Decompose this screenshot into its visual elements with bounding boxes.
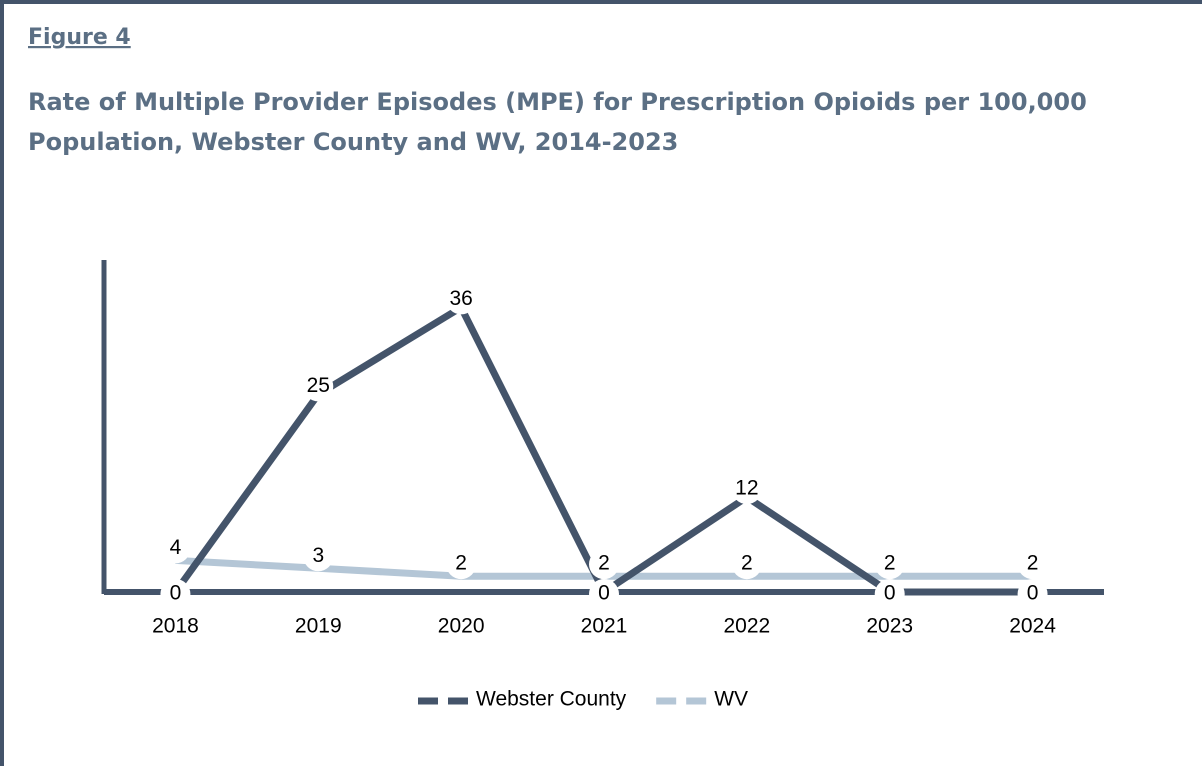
chart-title: Rate of Multiple Provider Episodes (MPE)… [28, 88, 1087, 116]
data-label-bg [303, 541, 334, 572]
data-label-bg [1017, 549, 1048, 580]
data-label: 12 [735, 477, 758, 500]
data-label: 0 [884, 582, 896, 605]
x-tick-label: 2018 [152, 615, 199, 638]
data-label-bg [446, 549, 477, 580]
data-label: 36 [449, 287, 472, 310]
data-label: 3 [312, 544, 324, 567]
data-label: 0 [170, 582, 182, 605]
x-tick-label: 2022 [723, 615, 770, 638]
data-label: 0 [598, 582, 610, 605]
data-label-bg [589, 579, 619, 609]
data-label-bg [1017, 579, 1048, 609]
x-tick-label: 2021 [581, 615, 628, 638]
data-label-bg [446, 284, 477, 315]
data-label: 2 [884, 552, 896, 575]
x-tick-label: 2024 [1009, 615, 1056, 638]
chart-title: Population, Webster County and WV, 2014-… [28, 128, 678, 156]
data-label: 25 [307, 374, 330, 397]
data-label-bg [874, 549, 905, 580]
data-label-bg [303, 371, 334, 402]
data-label-bg [160, 533, 191, 564]
data-label: 2 [455, 552, 467, 575]
x-tick-label: 2019 [295, 615, 342, 638]
data-label-bg [160, 579, 191, 609]
data-label: 2 [741, 552, 753, 575]
x-tick-label: 2020 [438, 615, 485, 638]
data-label: 2 [1027, 552, 1039, 575]
data-label-bg [731, 474, 762, 505]
legend-label: Webster County [476, 688, 627, 711]
data-label-bg [731, 549, 762, 580]
data-label-bg [589, 549, 619, 580]
data-label: 2 [598, 552, 610, 575]
data-label: 0 [1027, 582, 1039, 605]
legend-label: WV [714, 688, 748, 711]
figure-label: Figure 4 [28, 25, 131, 50]
data-label: 4 [170, 536, 182, 559]
data-label-bg [874, 579, 905, 609]
x-tick-label: 2023 [866, 615, 913, 638]
